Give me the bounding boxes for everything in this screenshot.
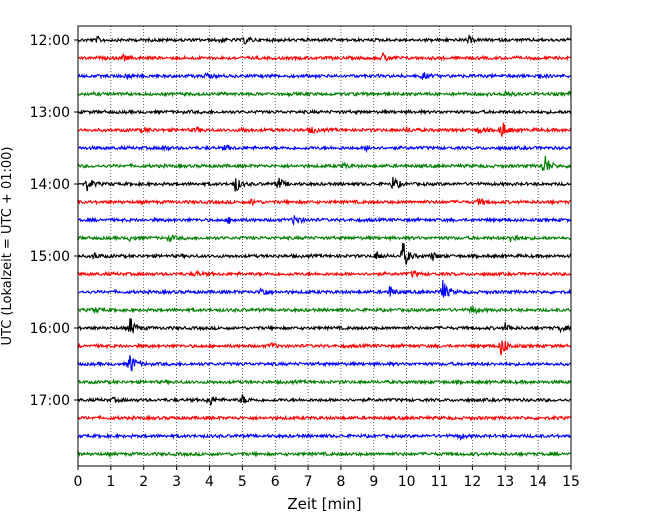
x-tick-label: 3 <box>172 474 181 490</box>
x-tick-label: 8 <box>336 474 345 490</box>
trace-1315 <box>77 122 572 138</box>
y-tick-label: 16:00 <box>30 321 70 337</box>
trace-1230 <box>77 72 572 81</box>
trace-1645 <box>77 378 572 386</box>
x-tick-label: 11 <box>431 474 449 490</box>
x-tick-label: 14 <box>529 474 547 490</box>
trace-1245 <box>77 90 572 98</box>
trace-1600 <box>77 318 572 334</box>
x-tick-label: 9 <box>369 474 378 490</box>
y-tick-label: 15:00 <box>30 249 70 265</box>
trace-1200 <box>77 33 572 45</box>
x-axis: 0 1 2 3 4 5 6 7 8 9 10 11 12 13 14 15 <box>74 466 580 490</box>
x-tick-label: 4 <box>205 474 214 490</box>
trace-1545 <box>77 306 572 315</box>
trace-1530 <box>77 280 572 298</box>
y-tick-label: 14:00 <box>30 177 70 193</box>
trace-1700 <box>77 393 572 407</box>
trace-1445 <box>77 233 572 243</box>
grid <box>110 26 539 466</box>
trace-1715 <box>77 414 572 422</box>
y-tick-label: 17:00 <box>30 393 70 409</box>
x-tick-label: 7 <box>304 474 313 490</box>
x-axis-label: Zeit [min] <box>287 495 361 513</box>
trace-1400 <box>77 176 572 192</box>
x-tick-label: 12 <box>463 474 481 490</box>
x-tick-label: 13 <box>496 474 514 490</box>
trace-1515 <box>77 269 572 279</box>
y-axis: 12:00 13:00 14:00 15:00 16:00 17:00 <box>30 33 78 409</box>
traces <box>77 33 572 458</box>
x-tick-label: 6 <box>271 474 280 490</box>
x-tick-label: 0 <box>74 474 83 490</box>
trace-1745 <box>77 450 572 458</box>
x-tick-label: 5 <box>238 474 247 490</box>
y-axis-label: UTC (Lokalzeit = UTC + 01:00) <box>0 147 15 346</box>
trace-1415 <box>77 197 572 207</box>
x-tick-label: 2 <box>139 474 148 490</box>
trace-1430 <box>77 215 572 227</box>
trace-1215 <box>77 52 572 62</box>
trace-1345 <box>77 155 572 172</box>
trace-1500 <box>77 242 572 265</box>
trace-1330 <box>77 144 572 154</box>
y-tick-label: 12:00 <box>30 33 70 49</box>
y-tick-label: 13:00 <box>30 105 70 121</box>
plot-frame <box>77 25 572 467</box>
trace-1630 <box>77 355 572 372</box>
trace-1300 <box>77 108 572 116</box>
trace-1615 <box>77 340 572 356</box>
x-tick-label: 1 <box>106 474 115 490</box>
trace-1730 <box>77 432 572 441</box>
x-tick-label: 15 <box>562 474 580 490</box>
x-tick-label: 10 <box>398 474 416 490</box>
